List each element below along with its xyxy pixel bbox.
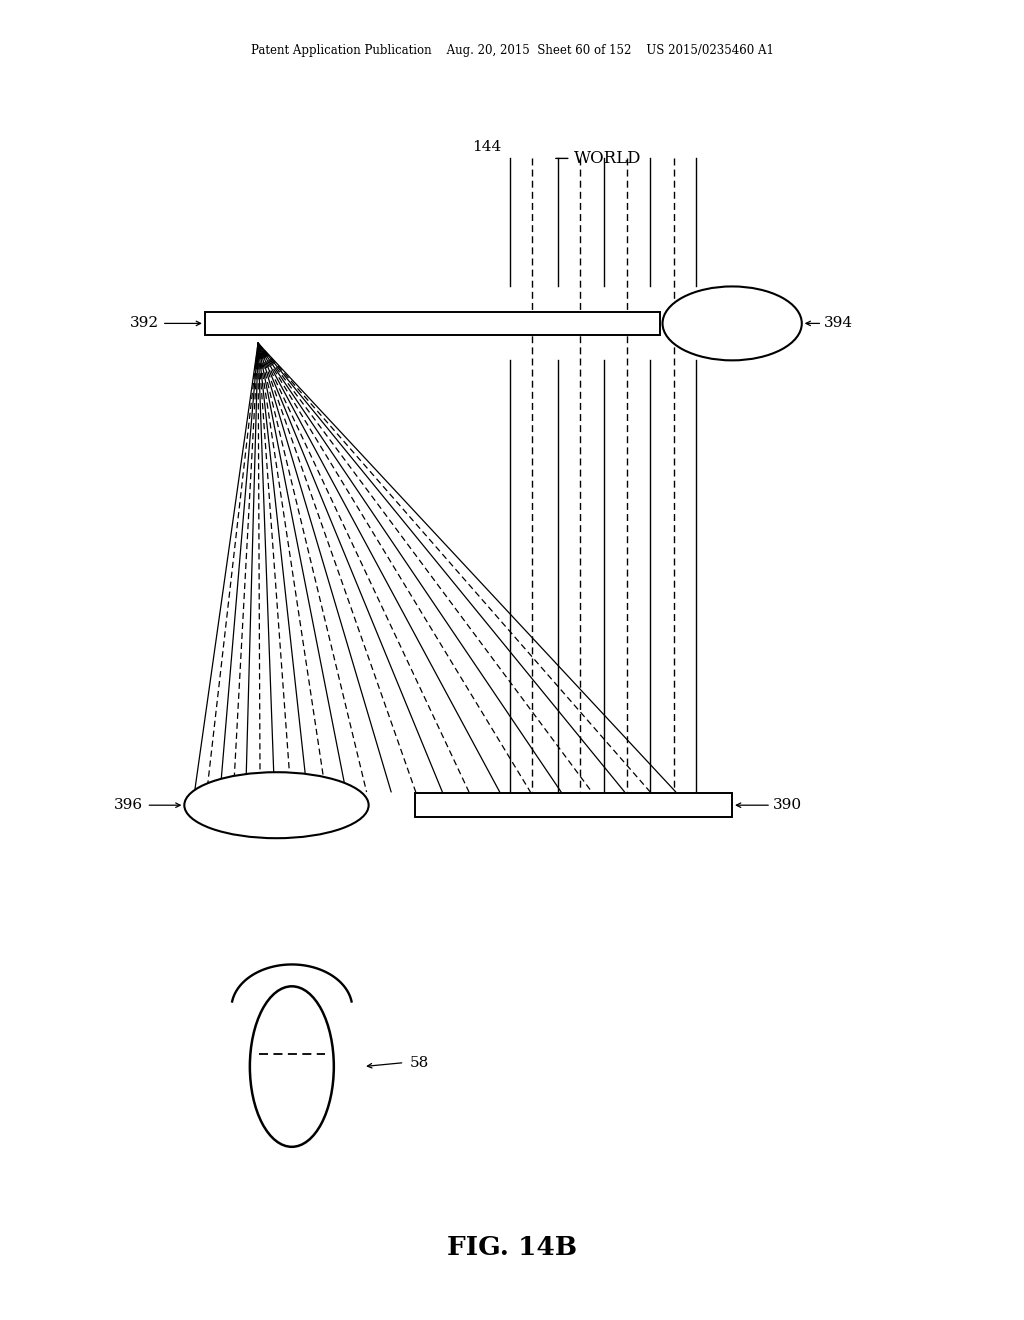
- Text: WORLD: WORLD: [556, 150, 641, 166]
- Text: 396: 396: [115, 799, 143, 812]
- Bar: [205, 312, 660, 335]
- Text: 58: 58: [410, 1056, 429, 1069]
- Text: 390: 390: [773, 799, 802, 812]
- Text: Patent Application Publication    Aug. 20, 2015  Sheet 60 of 152    US 2015/0235: Patent Application Publication Aug. 20, …: [251, 44, 773, 57]
- Ellipse shape: [663, 286, 802, 360]
- Bar: [415, 793, 732, 817]
- Text: FIG. 14B: FIG. 14B: [446, 1236, 578, 1259]
- Ellipse shape: [250, 986, 334, 1147]
- Text: 394: 394: [824, 317, 853, 330]
- Text: 392: 392: [130, 317, 159, 330]
- Ellipse shape: [184, 772, 369, 838]
- Text: 144: 144: [472, 140, 502, 154]
